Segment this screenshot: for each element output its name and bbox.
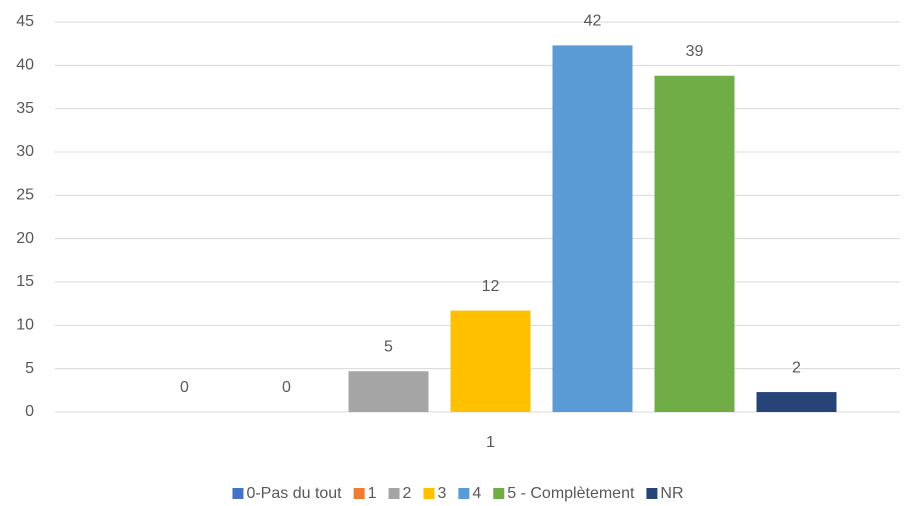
bar <box>348 371 429 412</box>
legend-swatch <box>458 488 470 499</box>
y-tick-label: 40 <box>16 57 34 74</box>
bar <box>756 392 837 412</box>
legend-label: 1 <box>368 485 377 502</box>
legend-label: 4 <box>472 485 481 502</box>
y-tick-label: 35 <box>16 100 34 117</box>
legend-swatch <box>353 488 365 499</box>
y-tick-label: 20 <box>16 230 34 247</box>
data-label: 12 <box>482 278 500 295</box>
data-label: 0 <box>180 379 189 396</box>
data-label: 39 <box>686 43 704 60</box>
bar <box>552 45 633 413</box>
y-tick-label: 45 <box>16 13 34 30</box>
y-tick-label: 30 <box>16 143 34 160</box>
legend-swatch <box>423 488 435 499</box>
legend-swatch <box>232 488 244 499</box>
y-tick-label: 25 <box>16 187 34 204</box>
data-label: 42 <box>584 13 602 30</box>
bar <box>450 310 531 412</box>
data-label: 0 <box>282 379 291 396</box>
legend-label: 5 - Complètement <box>507 485 635 502</box>
bar <box>654 75 735 412</box>
legend-label: 3 <box>437 485 446 502</box>
legend-label: NR <box>660 485 683 502</box>
y-tick-label: 15 <box>16 273 34 290</box>
legend-label: 2 <box>403 485 412 502</box>
data-label: 2 <box>792 359 801 376</box>
legend-swatch <box>646 488 658 499</box>
legend-swatch <box>493 488 505 499</box>
legend-label: 0-Pas du tout <box>246 485 342 502</box>
x-tick-label: 1 <box>486 434 495 451</box>
y-tick-label: 10 <box>16 317 34 334</box>
y-tick-label: 0 <box>25 403 34 420</box>
legend-swatch <box>388 488 400 499</box>
y-tick-label: 5 <box>25 360 34 377</box>
data-label: 5 <box>384 338 393 355</box>
